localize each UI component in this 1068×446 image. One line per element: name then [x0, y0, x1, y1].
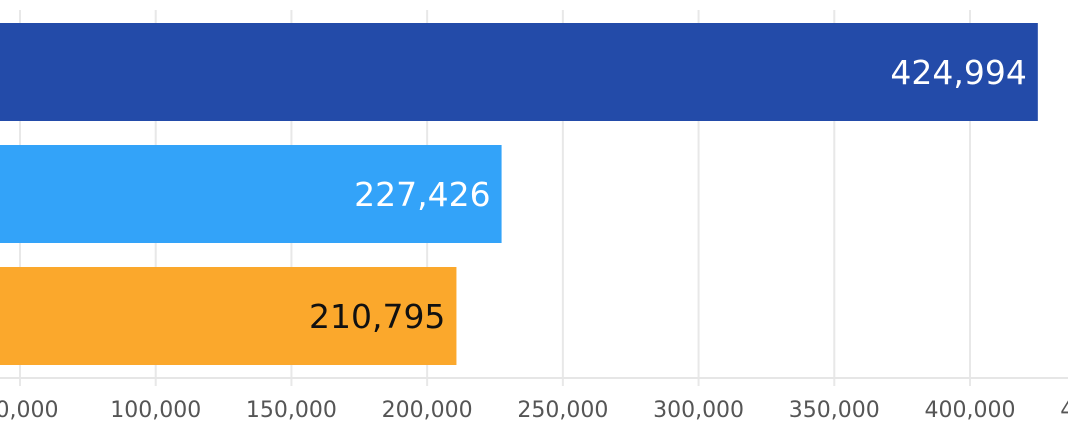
x-tick-label: 300,000: [653, 398, 744, 423]
bars: [0, 23, 1038, 365]
bar: [0, 23, 1038, 121]
x-tick-label: 250,000: [517, 398, 608, 423]
x-tick-label: 450,000: [1060, 398, 1068, 423]
bar: [0, 267, 457, 365]
x-tick-label: 50,000: [0, 398, 58, 423]
bar: [0, 145, 502, 243]
bar-value-label: 424,994: [890, 53, 1026, 92]
x-tick-label: 150,000: [246, 398, 337, 423]
data-labels: 424,994 227,426 210,795: [309, 53, 1027, 336]
x-tick-label: 100,000: [110, 398, 201, 423]
bar-value-label: 210,795: [309, 297, 445, 336]
x-tick-label: 200,000: [382, 398, 473, 423]
x-tick-label: 350,000: [789, 398, 880, 423]
x-tick-label: 400,000: [925, 398, 1016, 423]
x-tick-labels: 50,000 100,000 150,000 200,000 250,000 300,00…: [0, 398, 1068, 423]
bar-value-label: 227,426: [354, 175, 490, 214]
